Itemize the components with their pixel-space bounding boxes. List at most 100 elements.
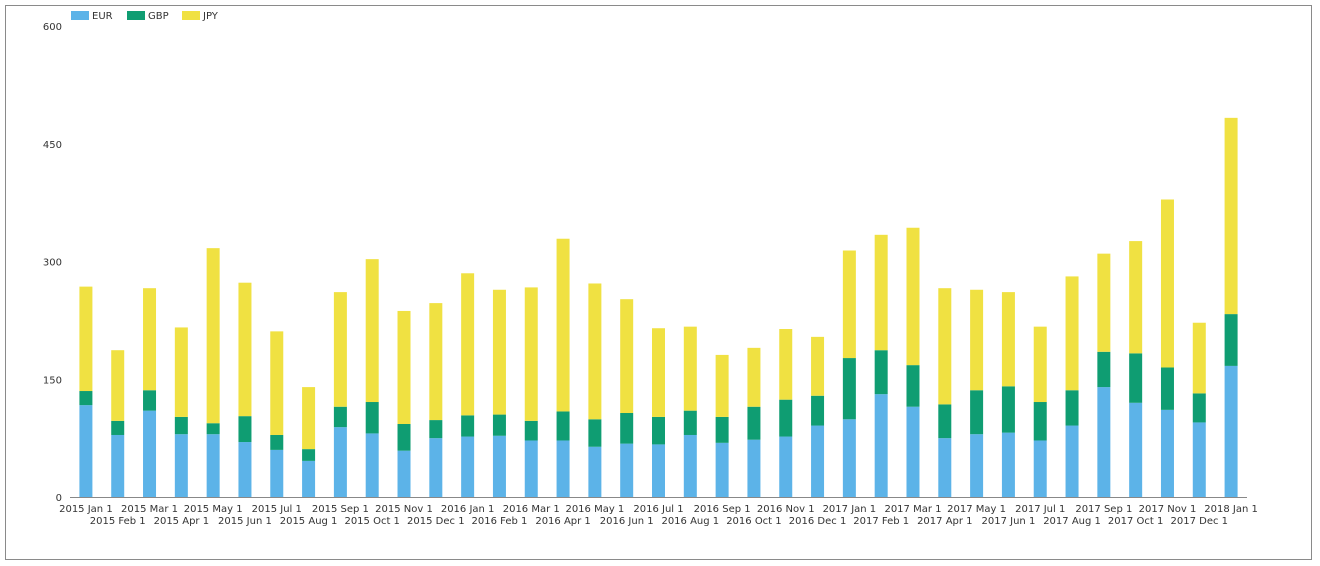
x-tick-label: 2015 Apr 1 (154, 516, 209, 527)
bar-eur (366, 433, 379, 497)
x-tick-label: 2017 Nov 1 (1139, 504, 1197, 515)
bar-jpy (875, 235, 888, 350)
x-tick-label: 2017 Mar 1 (884, 504, 941, 515)
x-tick-label: 2016 Jul 1 (633, 504, 683, 515)
bar-gbp (716, 417, 729, 443)
bar-gbp (79, 391, 92, 405)
x-tick-label: 2016 May 1 (565, 504, 624, 515)
bar-eur (302, 461, 315, 497)
bar-eur (970, 434, 983, 497)
bar-gbp (429, 420, 442, 438)
bar-eur (588, 447, 601, 497)
bar-eur (270, 450, 283, 497)
bar-gbp (525, 421, 538, 441)
bar-jpy (334, 292, 347, 407)
bar-eur (1225, 366, 1238, 497)
bar-eur (684, 435, 697, 497)
x-tick-label: 2015 May 1 (184, 504, 243, 515)
bar-jpy (1193, 323, 1206, 394)
bar-jpy (1129, 241, 1142, 353)
x-tick-label: 2016 Apr 1 (535, 516, 590, 527)
x-tick-label: 2015 Jul 1 (252, 504, 302, 515)
bar-gbp (906, 365, 919, 407)
bar-jpy (843, 251, 856, 359)
bar-eur (938, 438, 951, 497)
x-tick-label: 2017 Apr 1 (917, 516, 972, 527)
bar-jpy (684, 327, 697, 411)
x-tick-label: 2015 Sep 1 (312, 504, 369, 515)
bar-gbp (270, 435, 283, 450)
bar-jpy (1161, 199, 1174, 367)
bar-jpy (143, 288, 156, 390)
bar-gbp (557, 411, 570, 440)
bar-jpy (970, 290, 983, 390)
bar-jpy (906, 228, 919, 365)
x-tick-label: 2017 Jun 1 (982, 516, 1036, 527)
x-tick-label: 2017 Sep 1 (1075, 504, 1132, 515)
x-tick-label: 2016 Mar 1 (503, 504, 560, 515)
bar-jpy (811, 337, 824, 396)
bar-gbp (1034, 402, 1047, 440)
legend-label-jpy: JPY (202, 11, 219, 22)
bar-eur (843, 419, 856, 497)
bar-eur (1034, 440, 1047, 497)
bar-gbp (779, 400, 792, 437)
x-tick-label: 2015 Feb 1 (90, 516, 146, 527)
bar-eur (779, 437, 792, 497)
x-tick-label: 2015 Jan 1 (59, 504, 113, 515)
bar-jpy (652, 328, 665, 417)
bar-gbp (238, 416, 251, 442)
bar-eur (143, 411, 156, 497)
y-tick-label: 0 (56, 493, 62, 504)
bar-jpy (588, 283, 601, 419)
bar-gbp (970, 390, 983, 434)
bar-eur (811, 426, 824, 497)
bar-jpy (111, 350, 124, 421)
y-tick-label: 450 (43, 140, 62, 151)
legend-swatch-gbp (127, 11, 145, 20)
x-tick-label: 2017 Jul 1 (1015, 504, 1065, 515)
bar-gbp (398, 424, 411, 451)
legend-item-gbp: GBP (127, 11, 169, 22)
bar-gbp (461, 415, 474, 436)
x-tick-label: 2016 Dec 1 (789, 516, 847, 527)
bar-gbp (684, 411, 697, 435)
bar-gbp (652, 417, 665, 444)
bars (79, 118, 1237, 497)
bar-jpy (620, 299, 633, 413)
bar-eur (716, 443, 729, 497)
x-tick-label: 2017 Jan 1 (823, 504, 877, 515)
bar-jpy (1066, 276, 1079, 390)
bar-jpy (1097, 254, 1110, 352)
legend-item-eur: EUR (71, 11, 113, 22)
bar-eur (1066, 426, 1079, 497)
bar-jpy (270, 331, 283, 435)
x-tick-label: 2015 Nov 1 (375, 504, 433, 515)
bar-eur (875, 394, 888, 497)
bar-eur (334, 427, 347, 497)
y-tick-label: 150 (43, 375, 62, 386)
x-tick-label: 2016 Jan 1 (441, 504, 495, 515)
bar-jpy (461, 273, 474, 415)
bar-gbp (938, 404, 951, 438)
bar-gbp (1129, 353, 1142, 402)
bar-eur (207, 434, 220, 497)
bar-eur (620, 444, 633, 497)
y-tick-label: 600 (43, 22, 62, 33)
x-tick-label: 2016 Aug 1 (661, 516, 719, 527)
bar-eur (429, 438, 442, 497)
x-tick-label: 2017 Dec 1 (1171, 516, 1229, 527)
x-tick-label: 2016 Feb 1 (472, 516, 528, 527)
legend-item-jpy: JPY (182, 11, 219, 22)
bar-jpy (429, 303, 442, 420)
bar-jpy (366, 259, 379, 402)
bar-jpy (1002, 292, 1015, 386)
legend-swatch-eur (71, 11, 89, 20)
x-tick-label: 2015 Dec 1 (407, 516, 465, 527)
x-tick-label: 2016 Jun 1 (600, 516, 654, 527)
bar-gbp (1193, 393, 1206, 422)
y-tick-label: 300 (43, 258, 62, 269)
legend-label-gbp: GBP (148, 11, 169, 22)
bar-jpy (302, 387, 315, 449)
